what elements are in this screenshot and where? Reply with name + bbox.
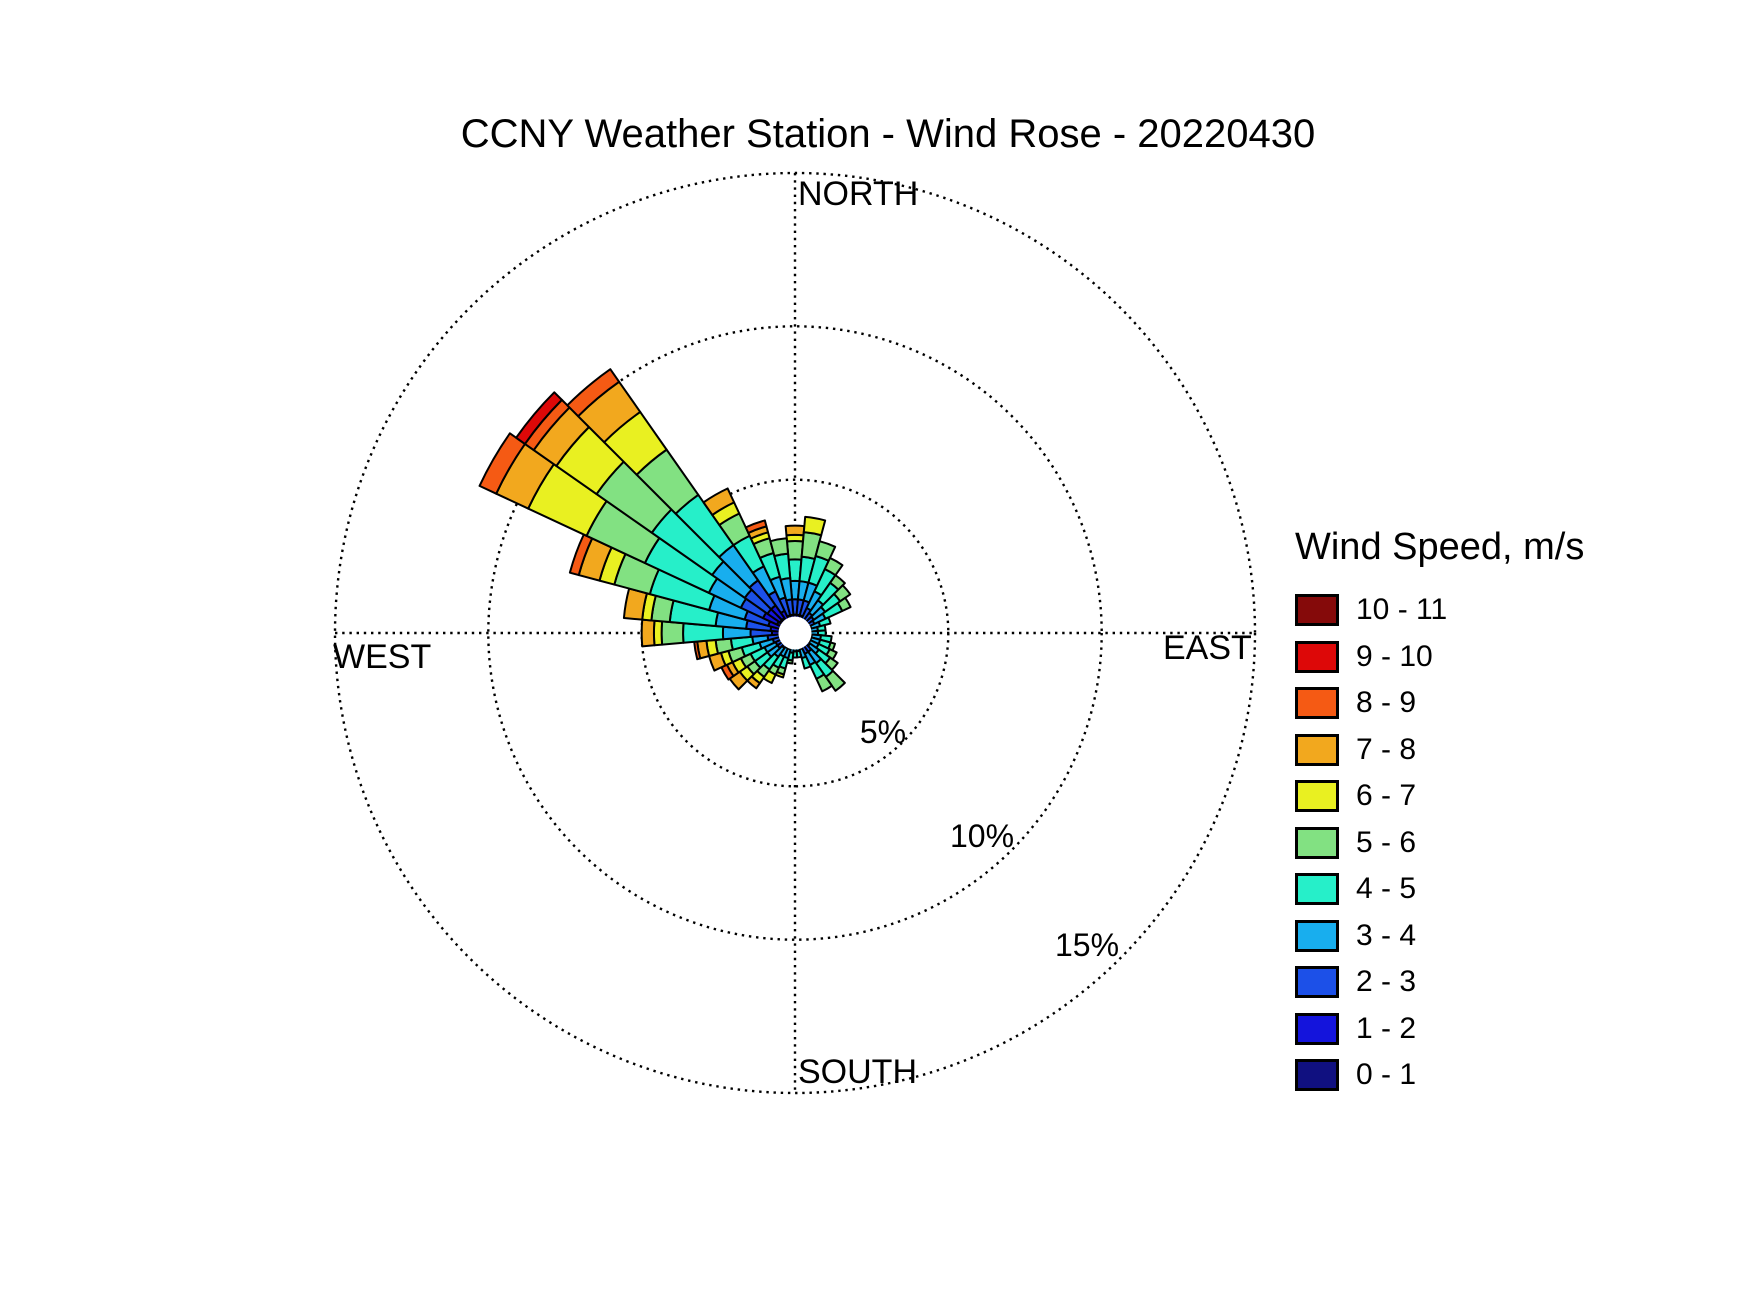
legend-label: 9 - 10	[1356, 639, 1433, 673]
legend-label: 10 - 11	[1356, 593, 1448, 627]
legend-entry: 8 - 9	[1295, 680, 1695, 727]
legend-entry: 0 - 1	[1295, 1052, 1695, 1099]
compass-label-north: NORTH	[798, 175, 919, 213]
legend-label: 7 - 8	[1356, 732, 1417, 766]
legend-entry: 5 - 6	[1295, 820, 1695, 867]
speed-segment-5-6	[815, 673, 833, 693]
sector-340deg	[744, 519, 796, 634]
wind-speed-legend: Wind Speed, m/s 10 - 11 9 - 10 8 - 9 7 - 8 6…	[1295, 526, 1695, 1099]
legend-entry: 6 - 7	[1295, 773, 1695, 820]
compass-label-south: SOUTH	[798, 1053, 917, 1091]
legend-entry: 9 - 10	[1295, 634, 1695, 681]
speed-segment-5-6	[660, 620, 685, 646]
legend-swatch	[1295, 687, 1339, 720]
speed-segment-8-9	[478, 432, 526, 495]
legend-swatch	[1295, 1012, 1339, 1045]
grid-ring-10pct	[487, 325, 1103, 941]
sector-30deg	[794, 556, 844, 634]
speed-segment-4-5	[817, 616, 832, 628]
speed-segment-5-6	[823, 556, 844, 577]
sector-320deg	[566, 368, 796, 634]
speed-segment-5-6	[769, 537, 790, 557]
legend-entry: 10 - 11	[1295, 587, 1695, 634]
legend-label: 1 - 2	[1356, 1011, 1417, 1045]
ring-label-5pct: 5%	[859, 714, 907, 750]
speed-segment-6-7	[802, 515, 827, 537]
ring-label-10pct: 10%	[949, 818, 1015, 854]
speed-segment-7-8	[702, 487, 736, 516]
speed-segment-4-5	[800, 655, 812, 670]
chart-title: CCNY Weather Station - Wind Rose - 20220…	[460, 112, 1316, 156]
speed-segment-9-10	[515, 391, 563, 445]
speed-segment-8-9	[744, 519, 768, 534]
legend-swatch	[1295, 594, 1339, 627]
legend-swatch	[1295, 733, 1339, 766]
speed-segment-7-8	[784, 524, 806, 537]
sector-260deg	[693, 632, 796, 661]
speed-segment-5-6	[836, 596, 852, 612]
sector-350deg	[769, 537, 796, 634]
speed-segment-7-8	[640, 618, 656, 648]
legend-swatch	[1295, 919, 1339, 952]
legend-entries: 10 - 11 9 - 10 8 - 9 7 - 8 6 - 7 5 - 6 4 - 5 3 …	[1295, 587, 1695, 1099]
speed-segment-8-9	[566, 368, 621, 418]
ring-label-15pct: 15%	[1054, 927, 1120, 963]
legend-swatch	[1295, 1059, 1339, 1092]
legend-label: 0 - 1	[1356, 1058, 1417, 1092]
legend-swatch	[1295, 826, 1339, 859]
legend-entry: 2 - 3	[1295, 959, 1695, 1006]
compass-label-east: EAST	[1163, 629, 1252, 667]
legend-swatch	[1295, 780, 1339, 813]
legend-swatch	[1295, 873, 1339, 906]
legend-entry: 1 - 2	[1295, 1006, 1695, 1053]
legend-entry: 3 - 4	[1295, 913, 1695, 960]
legend-entry: 4 - 5	[1295, 866, 1695, 913]
legend-label: 2 - 3	[1356, 965, 1417, 999]
legend-swatch	[1295, 966, 1339, 999]
legend-label: 3 - 4	[1356, 918, 1417, 952]
legend-entry: 7 - 8	[1295, 727, 1695, 774]
compass-label-west: WEST	[333, 638, 432, 676]
grid-ring-5pct	[640, 478, 950, 788]
center-hole	[778, 616, 812, 650]
legend-label: 8 - 9	[1356, 686, 1417, 720]
legend-label: 6 - 7	[1356, 779, 1417, 813]
legend-title: Wind Speed, m/s	[1295, 526, 1585, 568]
speed-segment-5-6	[814, 540, 837, 562]
legend-label: 4 - 5	[1356, 872, 1417, 906]
speed-segment-5-6	[824, 669, 846, 692]
speed-segment-5-6	[833, 584, 852, 603]
legend-swatch	[1295, 640, 1339, 673]
legend-label: 5 - 6	[1356, 825, 1417, 859]
speed-segment-5-6	[785, 540, 805, 561]
